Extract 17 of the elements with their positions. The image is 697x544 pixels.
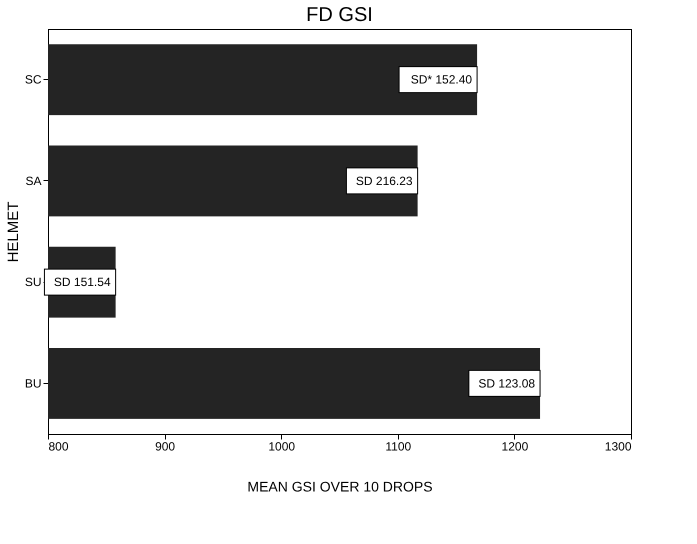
y-tick-label: SU [24, 275, 42, 290]
x-tick-label: 1000 [268, 440, 296, 454]
x-tick-label: 900 [155, 440, 176, 454]
x-tick-label: 1300 [604, 440, 632, 454]
x-tick-label: 1200 [502, 440, 529, 454]
annotation: SD 216.23 [356, 174, 413, 188]
annotation: SD 123.08 [478, 376, 536, 390]
y-axis-title: HELMET [4, 202, 22, 262]
annotation: SD* 152.40 [410, 72, 472, 87]
x-tick-label: 1100 [385, 440, 412, 454]
y-tick-label: SA [25, 174, 42, 188]
y-tick-label: BU [24, 376, 42, 390]
annotation: SD 151.54 [54, 275, 111, 290]
y-tick-label: SC [24, 72, 42, 87]
x-tick-label: 800 [48, 440, 69, 454]
x-axis-title: MEAN GSI OVER 10 DROPS [247, 478, 433, 494]
chart-title: FD GSI [306, 4, 373, 26]
